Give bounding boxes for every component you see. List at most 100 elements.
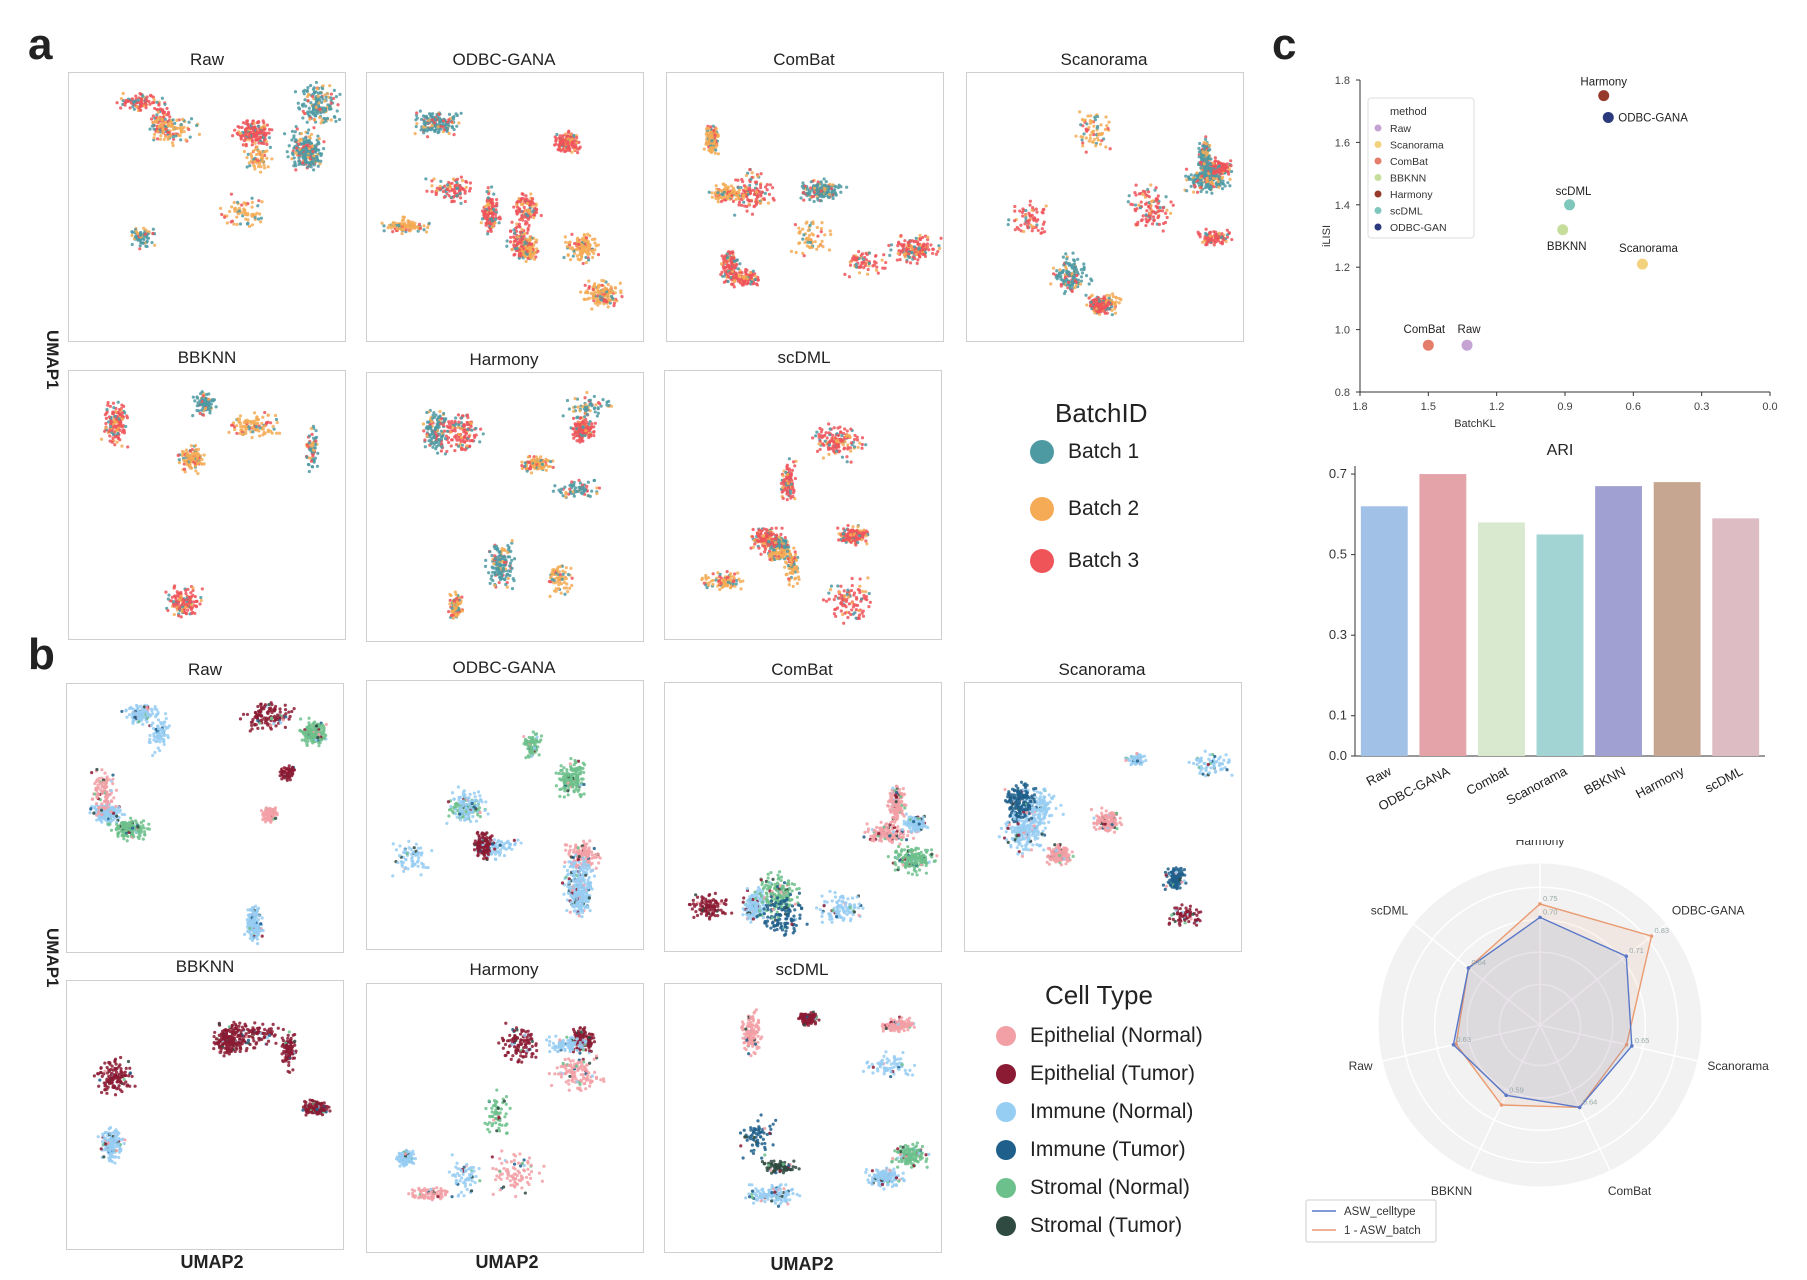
radar-spoke xyxy=(1381,1024,1541,1062)
stromal-tumor-swatch xyxy=(996,1216,1016,1236)
umap-plot-b-bbknn xyxy=(66,980,344,1250)
axis-label-umap1-a: UMAP1 xyxy=(43,330,62,390)
umap-title-b-harmony: Harmony xyxy=(469,960,539,979)
umap-plot-b-scdml xyxy=(664,983,942,1253)
radar-vertex xyxy=(1466,966,1471,970)
scatter-x-tick-label: 0.6 xyxy=(1626,401,1641,413)
bar-category-label: Combat xyxy=(1464,763,1512,798)
celltype-legend-item-2: Epithelial (Tumor) xyxy=(996,1062,1195,1086)
batch-2-swatch xyxy=(1030,497,1054,521)
radar-value-label: 0.64 xyxy=(1583,1097,1598,1106)
scatter-y-tick-label: 1.6 xyxy=(1335,137,1350,149)
umap-plot-b-combat xyxy=(664,682,942,952)
scatter-legend-marker xyxy=(1374,141,1382,148)
bar-category-label: scDML xyxy=(1702,763,1745,795)
radar-legend-label: 1 - ASW_batch xyxy=(1344,1225,1421,1237)
radar-spoke xyxy=(1539,923,1668,1026)
celltype-legend-title: Cell Type xyxy=(1045,980,1153,1010)
radar-vertex xyxy=(1649,934,1654,938)
umap-title-a-scanorama: Scanorama xyxy=(1060,50,1148,69)
radar-vertex xyxy=(1538,915,1542,920)
radar-axis-label: BBKNN xyxy=(1431,1184,1472,1198)
umap-plot-b-raw xyxy=(66,683,344,953)
scatter-annotation: Raw xyxy=(1458,324,1482,336)
umap-plot-a-scdml xyxy=(664,370,942,640)
umap-title-a-scdml: scDML xyxy=(777,348,831,367)
radar-vertex xyxy=(1624,954,1629,959)
celltype-legend-item-4: Immune (Tumor) xyxy=(996,1138,1186,1162)
umap-plot-b-harmony xyxy=(366,983,644,1253)
celltype-legend-item-5: Stromal (Normal) xyxy=(996,1176,1190,1200)
radar-spoke xyxy=(1539,1024,1699,1062)
radar-vertex xyxy=(1624,1042,1629,1047)
immune-tumor-swatch xyxy=(996,1140,1016,1160)
scatter-point xyxy=(1598,90,1610,102)
celltype-legend-label-6: Stromal (Tumor) xyxy=(1030,1214,1183,1237)
scatter-legend-marker xyxy=(1374,190,1382,198)
panel-letter-a: a xyxy=(28,20,53,69)
ilisi-batchkl-scatter: 0.8 1.0 1.2 1.4 1.6 1.8 1.8 1.5 1.2 0.9 0.6 0.3 0.0 B… xyxy=(1321,75,1778,430)
radar-value-label: 0.64 xyxy=(1471,958,1486,967)
umap-title-b-scanorama: Scanorama xyxy=(1058,660,1146,679)
batch-legend-label-3: Batch 3 xyxy=(1068,549,1140,572)
radar-axis-label: Harmony xyxy=(1516,840,1565,848)
umap-plot-a-odbc xyxy=(366,72,644,342)
scatter-y-tick-label: 1.8 xyxy=(1335,75,1350,87)
bar-chart-title: ARI xyxy=(1547,442,1574,459)
umap-title-b-scdml: scDML xyxy=(775,960,829,979)
radar-axis-label: ODBC-GANA xyxy=(1672,903,1745,917)
scatter-legend-label: BBKNN xyxy=(1390,173,1426,185)
bar-category-label: BBKNN xyxy=(1581,763,1628,797)
radar-legend: ASW_celltype 1 - ASW_batch xyxy=(1305,1199,1437,1243)
batch-legend-item-2: Batch 2 xyxy=(1030,497,1139,521)
bar-y-tick-label: 0.3 xyxy=(1329,627,1347,642)
scatter-point xyxy=(1636,258,1648,270)
scatter-legend-label: ODBC-GAN xyxy=(1390,222,1447,234)
ari-bar xyxy=(1419,474,1467,756)
celltype-legend-label-4: Immune (Tumor) xyxy=(1030,1138,1186,1161)
scatter-legend-label: Raw xyxy=(1390,123,1411,135)
ari-bar xyxy=(1536,534,1584,756)
axis-label-umap2-2: UMAP2 xyxy=(475,1252,539,1272)
radar-axis-label: Scanorama xyxy=(1707,1059,1769,1073)
radar-spoke xyxy=(1412,923,1541,1026)
scatter-x-tick-label: 1.8 xyxy=(1352,401,1367,413)
scatter-y-tick-label: 1.2 xyxy=(1335,262,1350,274)
radar-legend-frame xyxy=(1305,1199,1437,1243)
scatter-legend-marker xyxy=(1374,207,1382,214)
scatter-legend-marker xyxy=(1374,124,1382,132)
ari-bar xyxy=(1712,518,1760,756)
scatter-annotation: ComBat xyxy=(1404,324,1446,336)
celltype-legend-label-5: Stromal (Normal) xyxy=(1030,1176,1190,1199)
umap-plot-a-harmony xyxy=(366,372,644,642)
bar-category-label: Scanorama xyxy=(1504,763,1570,808)
scatter-legend-title: method xyxy=(1390,106,1427,118)
scatter-annotation: BBKNN xyxy=(1547,241,1587,253)
panel-letter-b: b xyxy=(28,630,55,679)
scatter-x-label: BatchKL xyxy=(1454,418,1496,430)
batch-1-swatch xyxy=(1030,440,1054,464)
umap-title-a-harmony: Harmony xyxy=(469,350,539,369)
scatter-point xyxy=(1602,111,1614,123)
radar-legend-label: ASW_celltype xyxy=(1344,1206,1416,1218)
scatter-annotation: Scanorama xyxy=(1619,243,1678,255)
batch-legend-label-2: Batch 2 xyxy=(1068,497,1140,520)
ari-bar xyxy=(1360,506,1408,756)
celltype-legend-item-6: Stromal (Tumor) xyxy=(996,1214,1182,1238)
asw-radar-chart: Harmony ODBC-GANA Scanorama ComBat BBKNN Raw s… xyxy=(1305,840,1769,1243)
radar-value-label: 0.83 xyxy=(1655,926,1670,935)
panel-letter-c: c xyxy=(1272,20,1297,69)
scatter-x-tick-label: 1.5 xyxy=(1421,401,1436,413)
radar-axis-label: Raw xyxy=(1349,1059,1373,1073)
batch-legend-item-3: Batch 3 xyxy=(1030,549,1139,573)
scatter-legend-frame xyxy=(1367,97,1475,239)
scatter-legend-marker xyxy=(1374,174,1382,181)
scatter-legend-label: Scanorama xyxy=(1390,140,1444,152)
celltype-legend-item-1: Epithelial (Normal) xyxy=(996,1024,1203,1048)
umap-title-a-combat: ComBat xyxy=(773,50,835,69)
ari-bar xyxy=(1595,486,1642,756)
umap-plot-b-scanorama xyxy=(964,682,1242,952)
umap-title-b-odbc: ODBC-GANA xyxy=(452,658,556,677)
scatter-legend-label: scDML xyxy=(1390,206,1423,218)
